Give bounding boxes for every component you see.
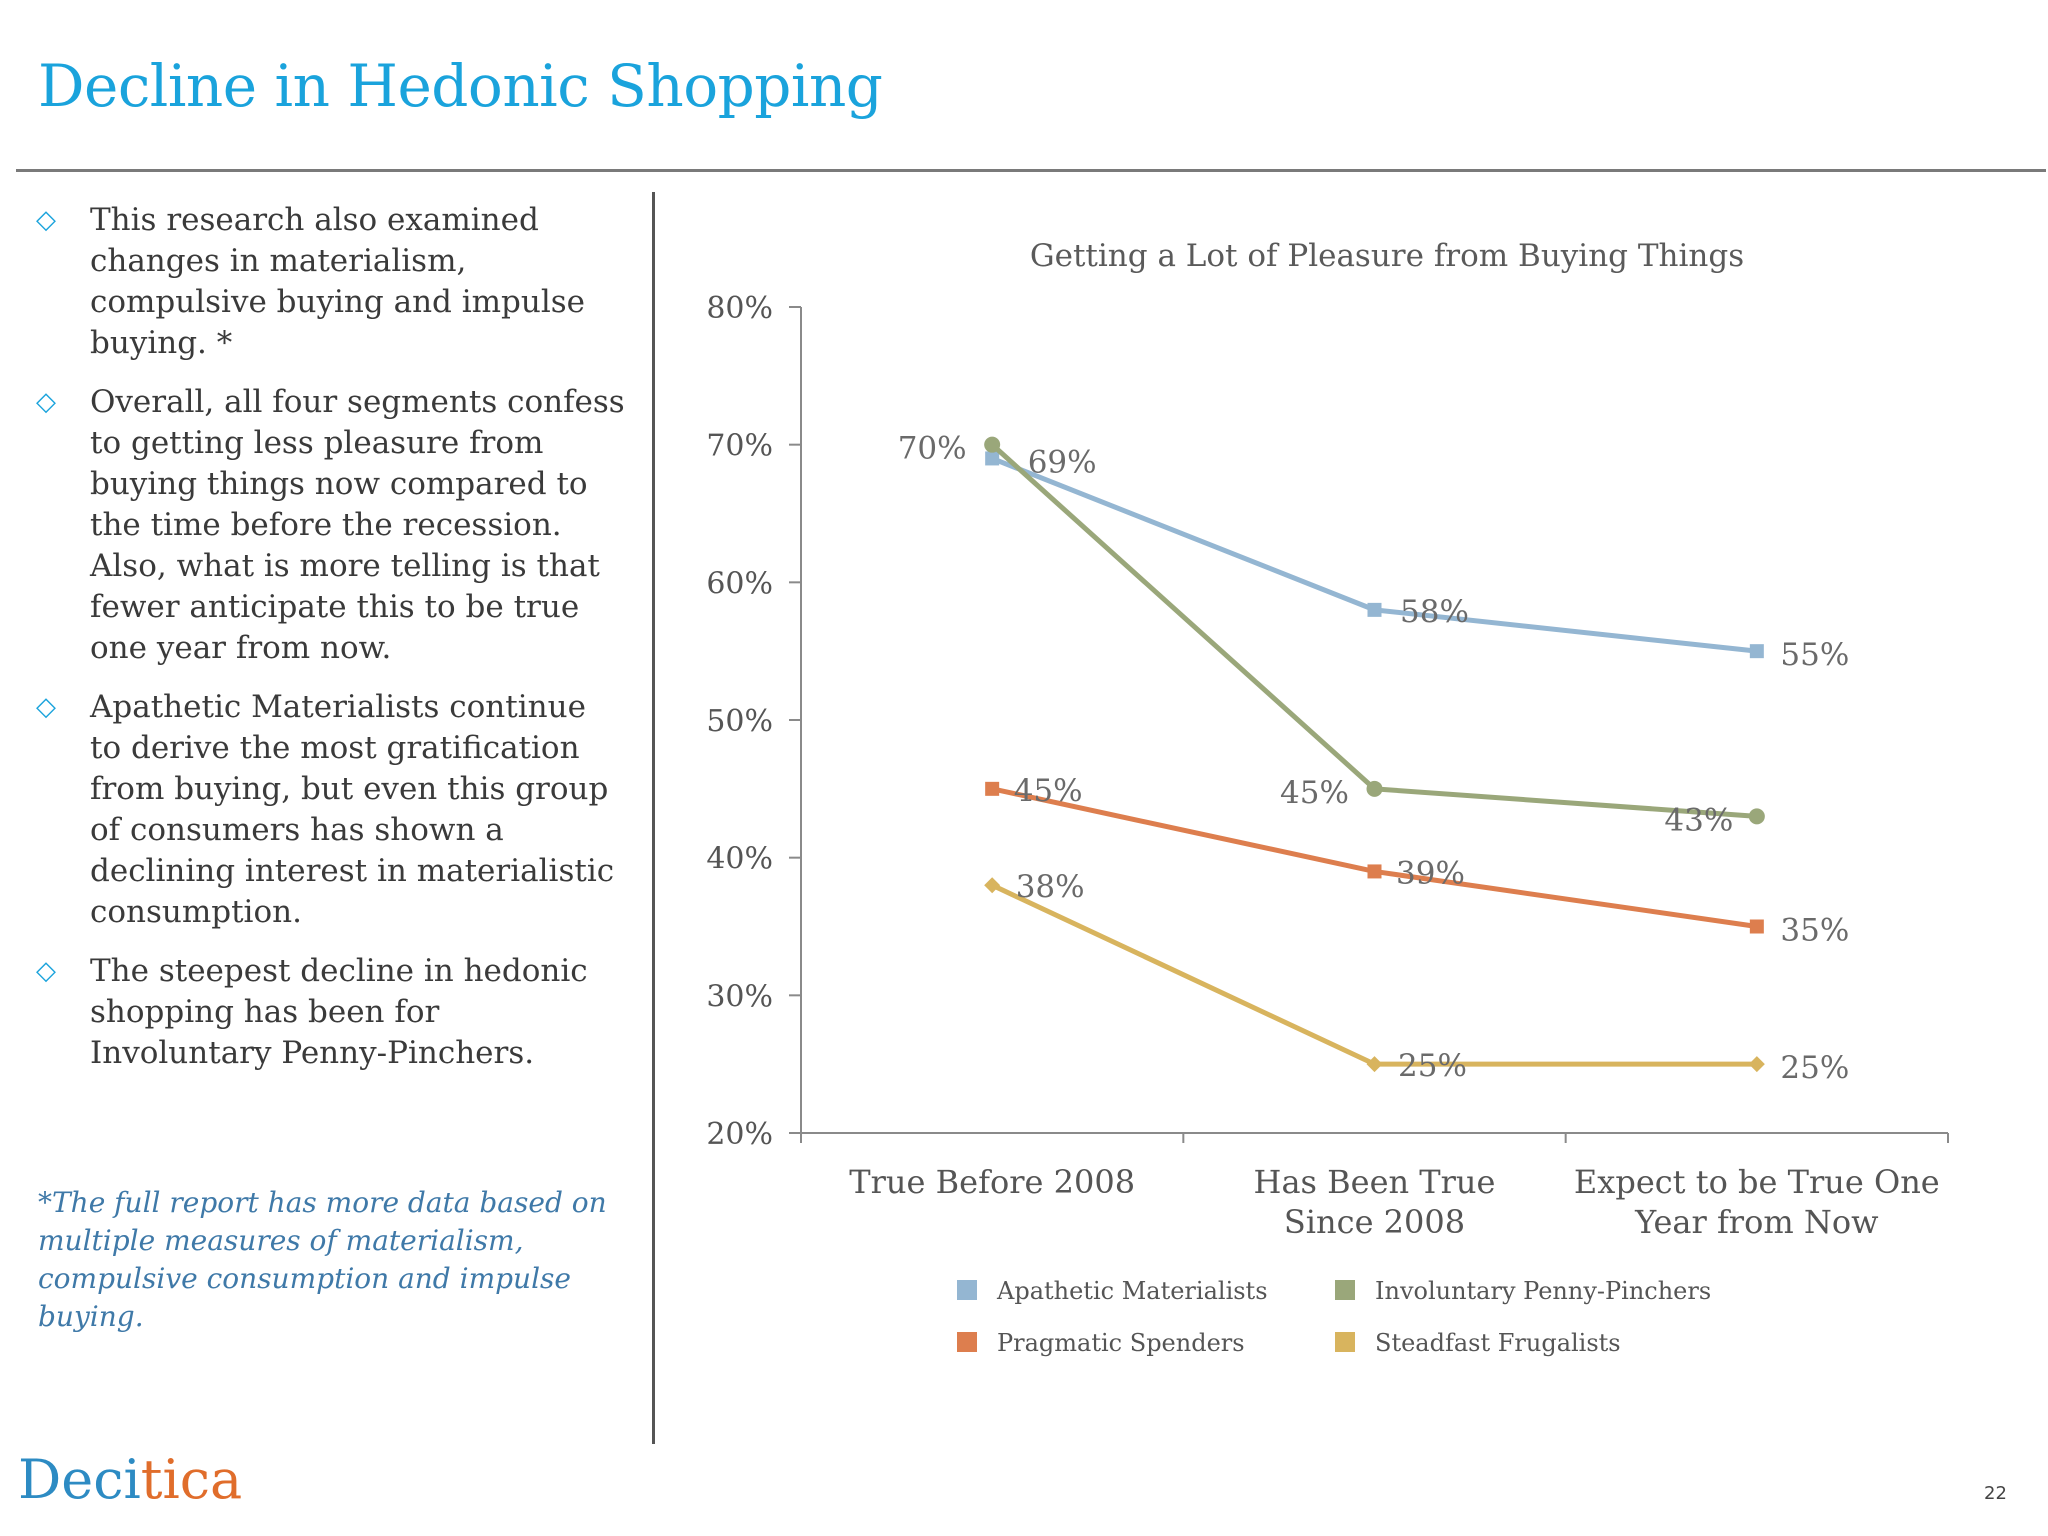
data-label: 25% — [1398, 1048, 1467, 1084]
series-line — [990, 442, 1758, 819]
x-category-label: Has Been True Since 2008 — [1254, 1163, 1496, 1241]
y-tick-label: 60% — [706, 566, 773, 601]
series-pragmatic-spenders: 45% 39% 35% — [985, 773, 1849, 949]
line-chart: Getting a Lot of Pleasure from Buying Th… — [706, 238, 1949, 1357]
data-point — [1367, 602, 1382, 617]
data-point — [1749, 919, 1764, 934]
bullet-item: ◇ This research also examined changes in … — [36, 200, 626, 364]
legend-swatch — [957, 1332, 977, 1352]
data-label: 58% — [1400, 594, 1469, 630]
series-involuntary-penny-pinchers: 70% 45% 43% — [898, 431, 1765, 838]
data-label: 39% — [1396, 855, 1465, 891]
data-label: 45% — [1014, 773, 1083, 809]
data-label: 35% — [1780, 913, 1849, 949]
legend-swatch — [1335, 1332, 1355, 1352]
legend-label: Involuntary Penny-Pinchers — [1375, 1277, 1711, 1305]
footnote: *The full report has more data based on … — [38, 1186, 607, 1333]
slide-title: Decline in Hedonic Shopping — [38, 52, 883, 120]
y-tick-label: 40% — [706, 842, 773, 877]
x-category-label: Expect to be True One Year from Now — [1574, 1163, 1940, 1241]
data-point — [1366, 780, 1383, 797]
company-logo: Decitica — [18, 1448, 242, 1512]
data-label: 55% — [1780, 637, 1849, 673]
logo-text-blue: Deci — [18, 1448, 141, 1511]
bullet-text: The steepest decline in hedonic shopping… — [90, 953, 588, 1071]
bullet-text: This research also examined changes in m… — [90, 202, 586, 361]
legend-item: Involuntary Penny-Pinchers — [1335, 1277, 1711, 1305]
chart-series: 69% 58% 55% 70% 45% 43% 45% 39% 35% 38% 25% 25% — [898, 431, 1850, 1087]
chart-title: Getting a Lot of Pleasure from Buying Th… — [1030, 238, 1744, 274]
diamond-outline-icon: ◇ — [36, 205, 56, 235]
bullet-text: Overall, all four segments confess to ge… — [90, 384, 625, 666]
legend-label: Apathetic Materialists — [996, 1277, 1268, 1305]
legend-swatch — [1335, 1280, 1355, 1300]
legend-label: Steadfast Frugalists — [1375, 1329, 1621, 1357]
logo-text-orange: tica — [140, 1448, 243, 1511]
x-category-label: True Before 2008 — [849, 1163, 1135, 1201]
data-label: 38% — [1016, 869, 1085, 905]
bullet-list: ◇ This research also examined changes in … — [36, 200, 626, 1092]
data-point — [1367, 864, 1382, 879]
data-point — [1748, 808, 1765, 825]
series-line — [991, 456, 1758, 654]
y-tick-label: 20% — [706, 1117, 773, 1152]
chart-legend: Apathetic Materialists Involuntary Penny-… — [957, 1277, 1711, 1357]
legend-swatch — [957, 1280, 977, 1300]
data-label: 69% — [1028, 444, 1097, 480]
diamond-outline-icon: ◇ — [36, 387, 56, 417]
legend-item: Apathetic Materialists — [957, 1277, 1268, 1305]
column-divider — [652, 192, 655, 1444]
data-point — [984, 877, 1001, 894]
bullet-item: ◇ Apathetic Materialists continue to deri… — [36, 687, 626, 933]
data-point — [985, 781, 1000, 796]
legend-label: Pragmatic Spenders — [997, 1329, 1245, 1357]
y-tick-label: 70% — [706, 429, 773, 464]
title-divider — [16, 169, 2046, 172]
legend-item: Pragmatic Spenders — [957, 1329, 1245, 1357]
legend-item: Steadfast Frugalists — [1335, 1329, 1621, 1357]
data-point — [985, 451, 1000, 466]
page-number: 22 — [1984, 1483, 2007, 1504]
data-point — [1366, 1056, 1383, 1073]
y-tick-label: 50% — [706, 704, 773, 739]
series-apathetic-materialists: 69% 58% 55% — [985, 444, 1849, 673]
y-tick-label: 30% — [706, 979, 773, 1014]
bullet-text: Apathetic Materialists continue to deriv… — [90, 689, 615, 930]
diamond-outline-icon: ◇ — [36, 956, 56, 986]
data-label: 45% — [1280, 775, 1349, 811]
data-label: 25% — [1780, 1050, 1849, 1086]
data-label: 70% — [898, 431, 967, 467]
bullet-item: ◇ Overall, all four segments confess to g… — [36, 382, 626, 669]
data-label: 43% — [1664, 802, 1733, 838]
bullet-item: ◇ The steepest decline in hedonic shoppin… — [36, 951, 626, 1074]
data-point — [984, 436, 1001, 453]
chart-axes: 20% 30% 40% 50% 60% 70% 80% True Before 2008 Has… — [706, 291, 1949, 1241]
data-point — [1749, 644, 1764, 659]
data-point — [1748, 1056, 1765, 1073]
diamond-outline-icon: ◇ — [36, 692, 56, 722]
y-tick-label: 80% — [706, 291, 773, 326]
series-steadfast-frugalists: 38% 25% 25% — [984, 869, 1849, 1086]
